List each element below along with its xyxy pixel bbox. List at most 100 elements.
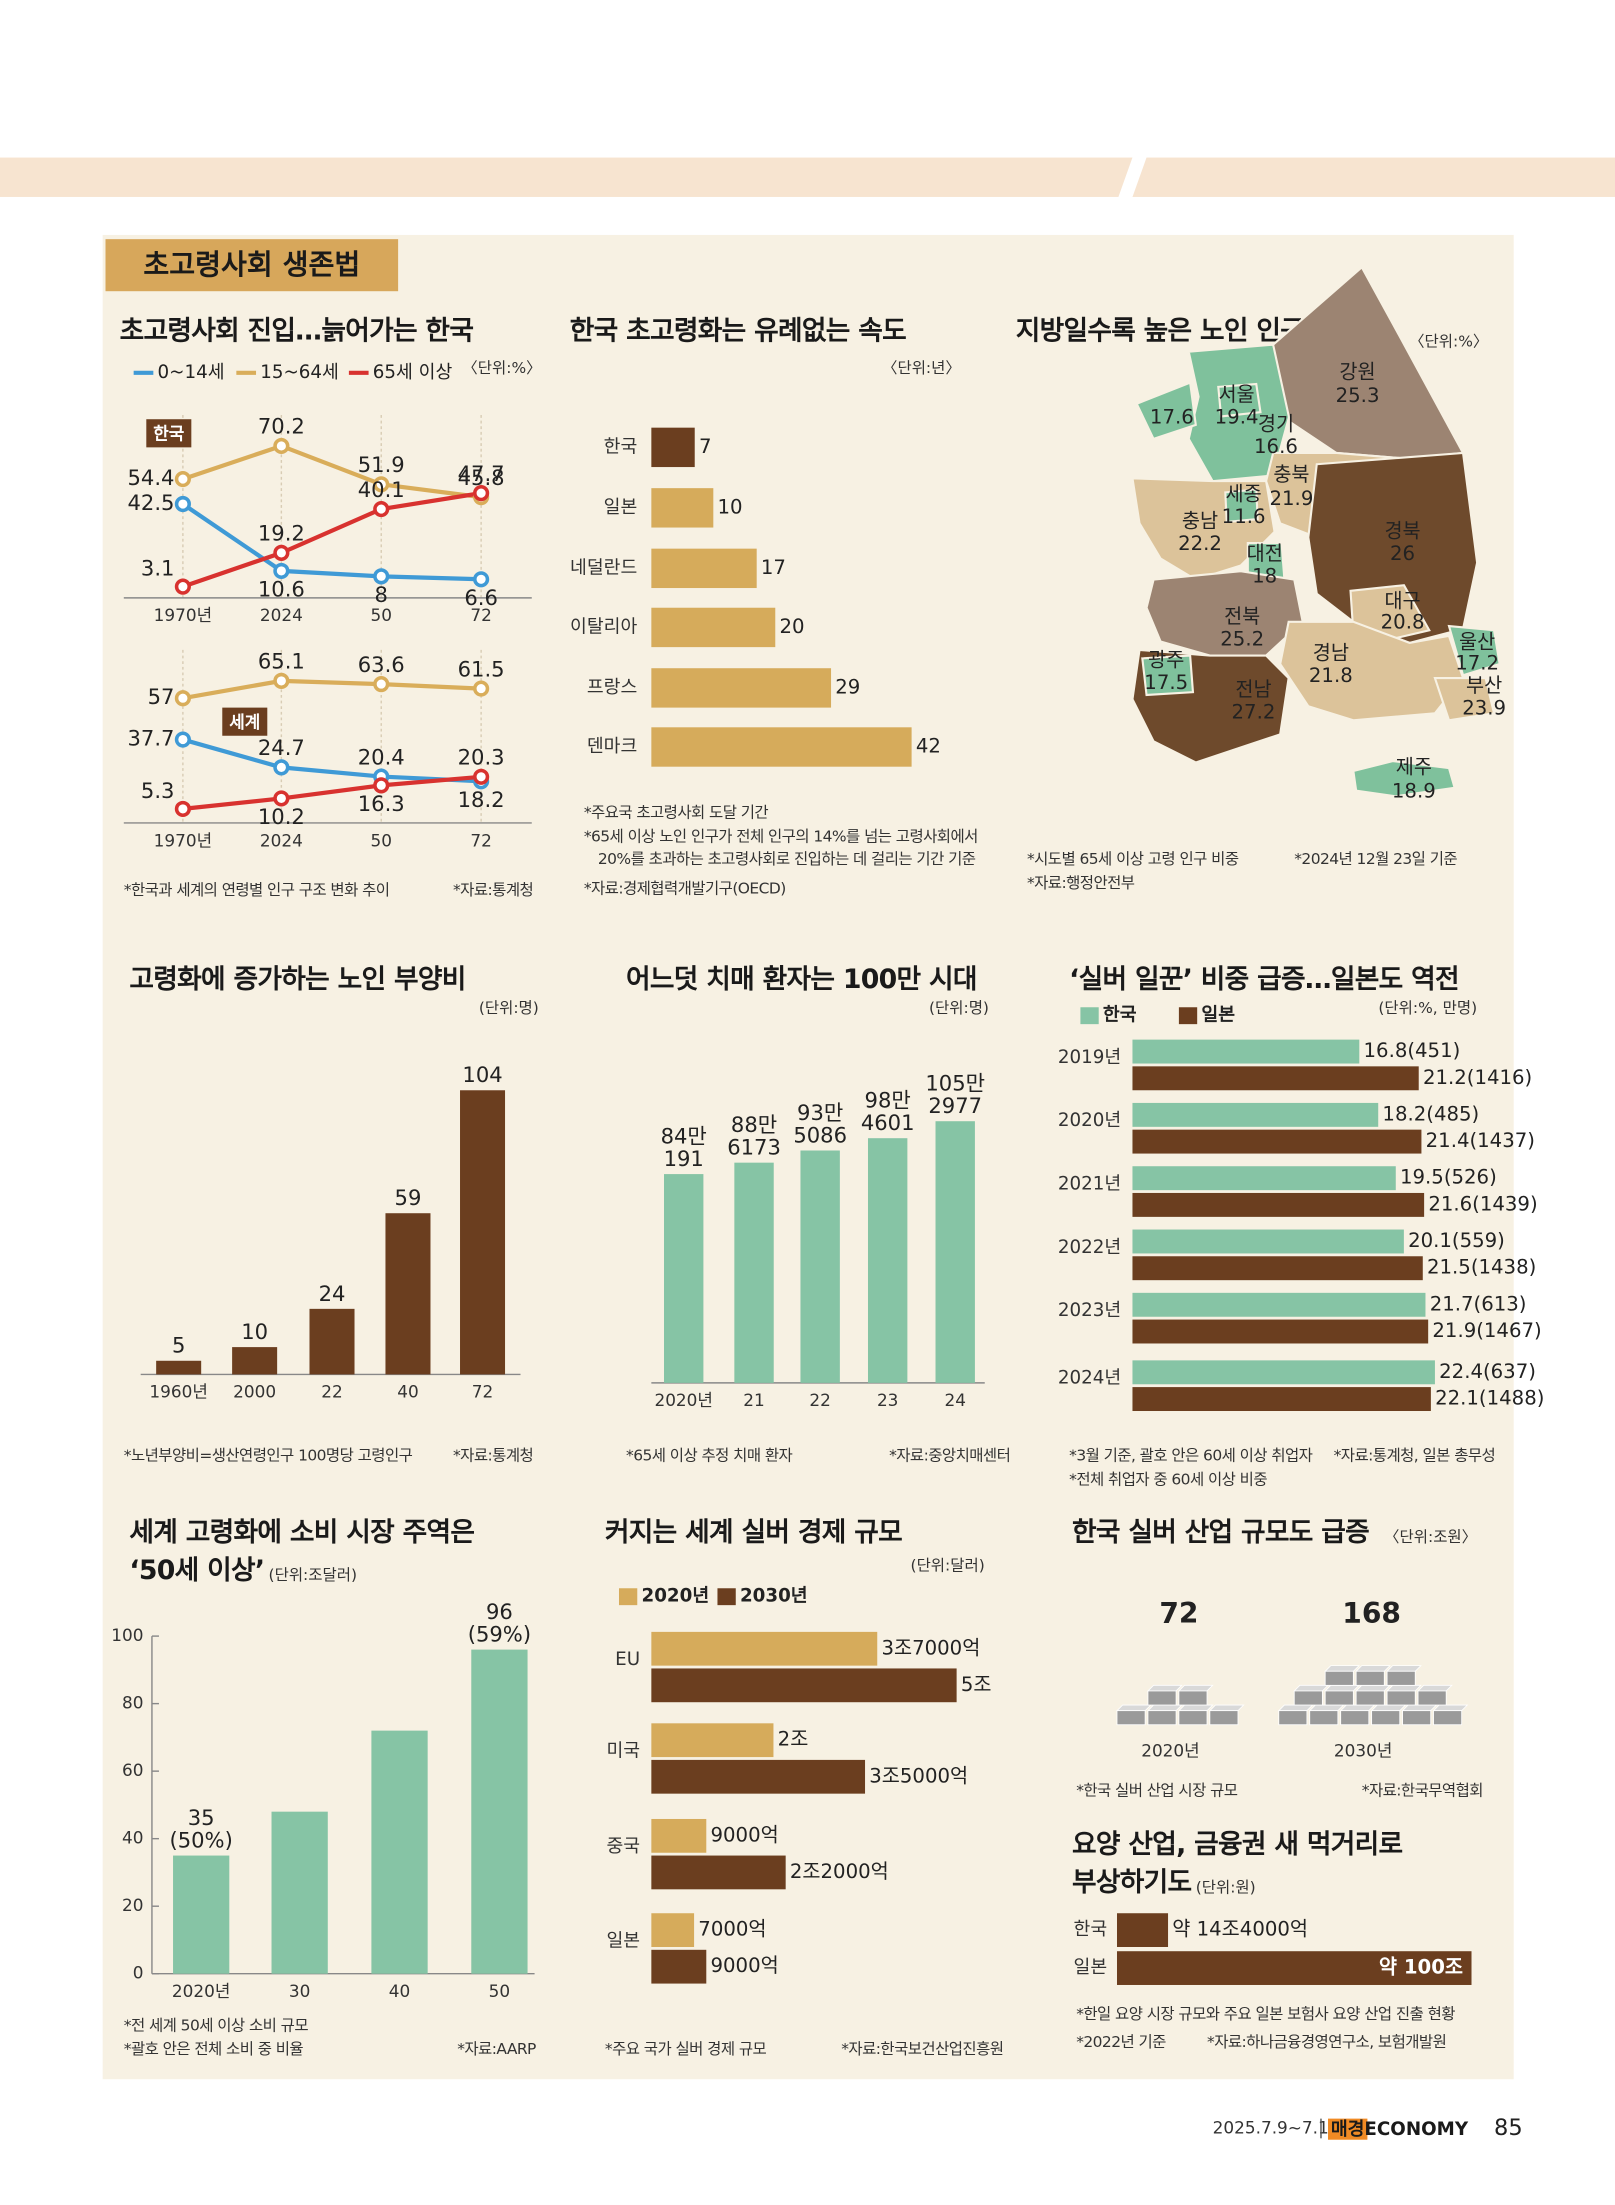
stack-front xyxy=(1402,1710,1432,1726)
chart-title: 한국 실버 산업 규모도 급증 xyxy=(1072,1517,1369,1548)
value-label: 7 xyxy=(699,435,712,458)
region-value: 17.2 xyxy=(1455,652,1499,675)
y-tick-label: 100 xyxy=(111,1625,143,1645)
value-label: 40.1 xyxy=(358,477,405,502)
x-tick-label: 2024 xyxy=(260,830,303,850)
value-label: 51.9 xyxy=(358,452,405,477)
x-tick-label: 23 xyxy=(877,1390,898,1410)
y-tick-label: 한국 xyxy=(1074,1919,1108,1940)
region-name: 강원 xyxy=(1339,360,1375,383)
value-label: 20 xyxy=(779,615,804,638)
bar xyxy=(1132,1066,1419,1091)
stack-front xyxy=(1309,1710,1339,1726)
note: *자료:한국보건산업진흥원 xyxy=(841,2040,1003,2058)
region-name: 충북 xyxy=(1273,463,1309,486)
stack-front xyxy=(1324,1690,1354,1706)
y-tick-label: 2021년 xyxy=(1058,1174,1121,1195)
value-label: 47.7 xyxy=(458,461,505,486)
note: *주요국 초고령사회 도달 기간 xyxy=(584,804,769,822)
bar xyxy=(1132,1229,1404,1254)
value-label: 20.3 xyxy=(458,745,505,770)
x-tick-label: 2000 xyxy=(233,1382,276,1402)
chart-title: 지방일수록 높은 노인 인구 xyxy=(1016,316,1305,347)
value-label: 18.2 xyxy=(458,787,505,812)
point xyxy=(273,562,290,579)
point xyxy=(273,437,290,455)
bar xyxy=(651,1759,866,1794)
stack-front xyxy=(1355,1690,1385,1706)
stack-front xyxy=(1355,1670,1385,1686)
note: *자료:경제협력개발기구(OECD) xyxy=(584,880,786,898)
region xyxy=(1352,760,1456,798)
stack-top xyxy=(1277,1704,1314,1712)
point xyxy=(174,800,191,817)
y-tick-label: EU xyxy=(615,1649,640,1670)
point xyxy=(373,676,390,693)
value-label: 98만 4601 xyxy=(861,1088,915,1136)
bar xyxy=(651,548,757,589)
region-value: 22.2 xyxy=(1178,532,1222,555)
value-label: 3조5000억 xyxy=(869,1764,968,1787)
bar xyxy=(471,1649,528,1974)
series-line xyxy=(182,737,482,784)
legend-label: 0~14세 xyxy=(158,362,225,383)
value-label: 약 100조 xyxy=(1379,1956,1463,1979)
region-name: 전북 xyxy=(1224,605,1260,628)
value-label: 84만 191 xyxy=(661,1124,707,1172)
bar xyxy=(651,1631,878,1666)
note: *2024년 12월 23일 기준 xyxy=(1294,850,1457,868)
value-label: 19.5(526) xyxy=(1400,1166,1497,1189)
value-label: 21.5(1438) xyxy=(1427,1256,1536,1279)
stack-front xyxy=(1371,1710,1401,1726)
unit-label: (단위:조달러) xyxy=(269,1566,357,1584)
stack-top xyxy=(1355,1684,1391,1692)
bar xyxy=(1132,1256,1423,1281)
bar xyxy=(651,1855,786,1890)
region xyxy=(1141,654,1195,697)
series-line xyxy=(182,491,482,589)
bar xyxy=(935,1121,975,1383)
value-label: 42.5 xyxy=(127,490,174,515)
note: *자료:중앙치매센터 xyxy=(889,1447,1010,1465)
stack-front xyxy=(1209,1710,1239,1726)
value-label: 8 xyxy=(375,582,388,607)
region-name: 울산 xyxy=(1459,630,1495,653)
stack-top xyxy=(1370,1704,1407,1712)
region-value: 16.6 xyxy=(1254,435,1298,458)
stack-top xyxy=(1324,1665,1360,1672)
y-tick-label: 일본 xyxy=(1074,1957,1108,1978)
stack-top xyxy=(1146,1704,1183,1712)
point xyxy=(174,578,191,595)
note: *2022년 기준 xyxy=(1076,2033,1166,2051)
value-label: 10 xyxy=(718,495,743,518)
magazine-name: 매경ECONOMY xyxy=(1331,2119,1469,2140)
y-tick-label: 40 xyxy=(122,1828,143,1848)
y-tick-label: 2019년 xyxy=(1058,1047,1121,1068)
bar xyxy=(1132,1102,1379,1127)
region-name: 경남 xyxy=(1313,642,1349,665)
x-tick-label: 1970년 xyxy=(154,830,212,850)
point xyxy=(174,690,191,707)
note: *한국 실버 산업 시장 규모 xyxy=(1076,1781,1238,1799)
stack-top xyxy=(1386,1684,1422,1692)
stack-front xyxy=(1433,1710,1463,1726)
y-tick-label: 20 xyxy=(122,1895,143,1915)
note: *한일 요양 시장 규모와 주요 일본 보험사 요양 산업 진출 현황 xyxy=(1076,2005,1455,2023)
stack-top xyxy=(1355,1665,1391,1672)
note: *자료:통계청 xyxy=(453,881,533,899)
header-band-cut xyxy=(1118,157,1147,197)
unit-label: (단위:달러) xyxy=(911,1556,985,1574)
note: *주요 국가 실버 경제 규모 xyxy=(605,2040,767,2058)
panel-label: 한국 xyxy=(153,424,184,444)
bar xyxy=(1132,1360,1435,1385)
value-label: 약 14조4000억 xyxy=(1172,1918,1308,1941)
bar xyxy=(664,1174,704,1383)
region-value: 19.4 xyxy=(1215,405,1259,428)
legend-label: 65세 이상 xyxy=(373,362,453,383)
region xyxy=(1217,382,1262,418)
stack-front xyxy=(1386,1670,1416,1686)
value-label: 24.7 xyxy=(258,735,305,760)
point xyxy=(373,568,390,585)
unit-label: 〈단위:조원〉 xyxy=(1384,1528,1477,1546)
